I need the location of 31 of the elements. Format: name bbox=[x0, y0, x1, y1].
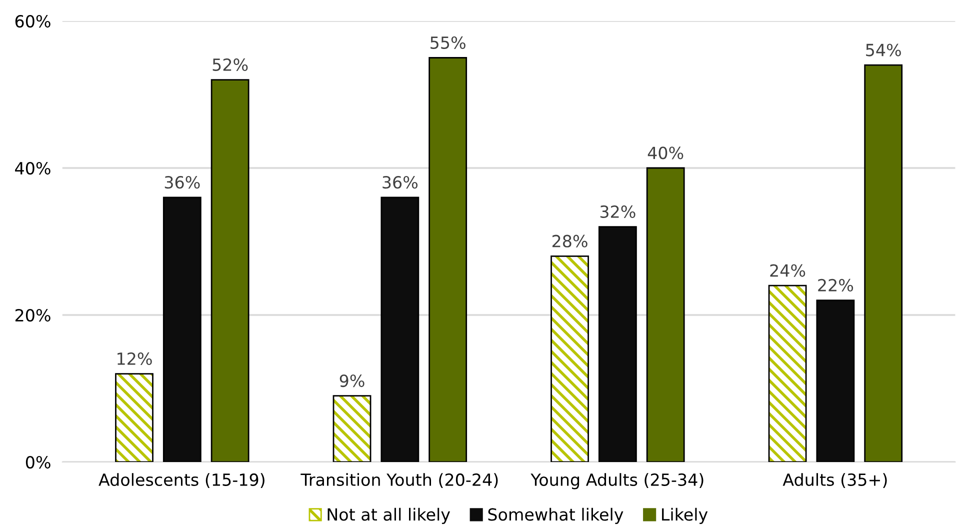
data-label: 32% bbox=[600, 205, 636, 218]
data-label: 52% bbox=[212, 58, 248, 72]
data-label: 9% bbox=[340, 374, 364, 388]
x-tick-label: Adults (35+) bbox=[782, 473, 887, 488]
bar bbox=[864, 64, 903, 462]
bar bbox=[646, 167, 685, 462]
data-label: 54% bbox=[866, 44, 901, 56]
data-label: 22% bbox=[818, 278, 854, 292]
data-label: 55% bbox=[430, 36, 466, 49]
data-label: 40% bbox=[648, 146, 684, 160]
x-tick-label: Transition Youth (20-24) bbox=[300, 473, 498, 488]
legend-label: Not at all likely bbox=[328, 508, 450, 524]
x-tick-label: Adolescents (15-19) bbox=[98, 473, 264, 488]
bar bbox=[816, 300, 855, 462]
data-label: 12% bbox=[118, 352, 152, 366]
data-label: 28% bbox=[552, 234, 588, 248]
data-label: 36% bbox=[164, 176, 200, 189]
data-label: 24% bbox=[770, 264, 806, 277]
bar bbox=[598, 226, 637, 462]
legend-label: Somewhat likely bbox=[488, 508, 624, 524]
y-tick-label: 20% bbox=[15, 308, 50, 322]
bar bbox=[380, 196, 420, 462]
bar bbox=[162, 196, 202, 462]
y-tick-label: 40% bbox=[15, 162, 50, 175]
bar bbox=[210, 79, 250, 462]
y-tick-label: 0% bbox=[26, 456, 50, 469]
data-label: 36% bbox=[382, 176, 418, 189]
bar bbox=[428, 57, 468, 462]
y-tick-label: 60% bbox=[15, 14, 50, 28]
legend-label: Likely bbox=[662, 508, 708, 524]
x-tick-label: Young Adults (25-34) bbox=[530, 473, 704, 490]
